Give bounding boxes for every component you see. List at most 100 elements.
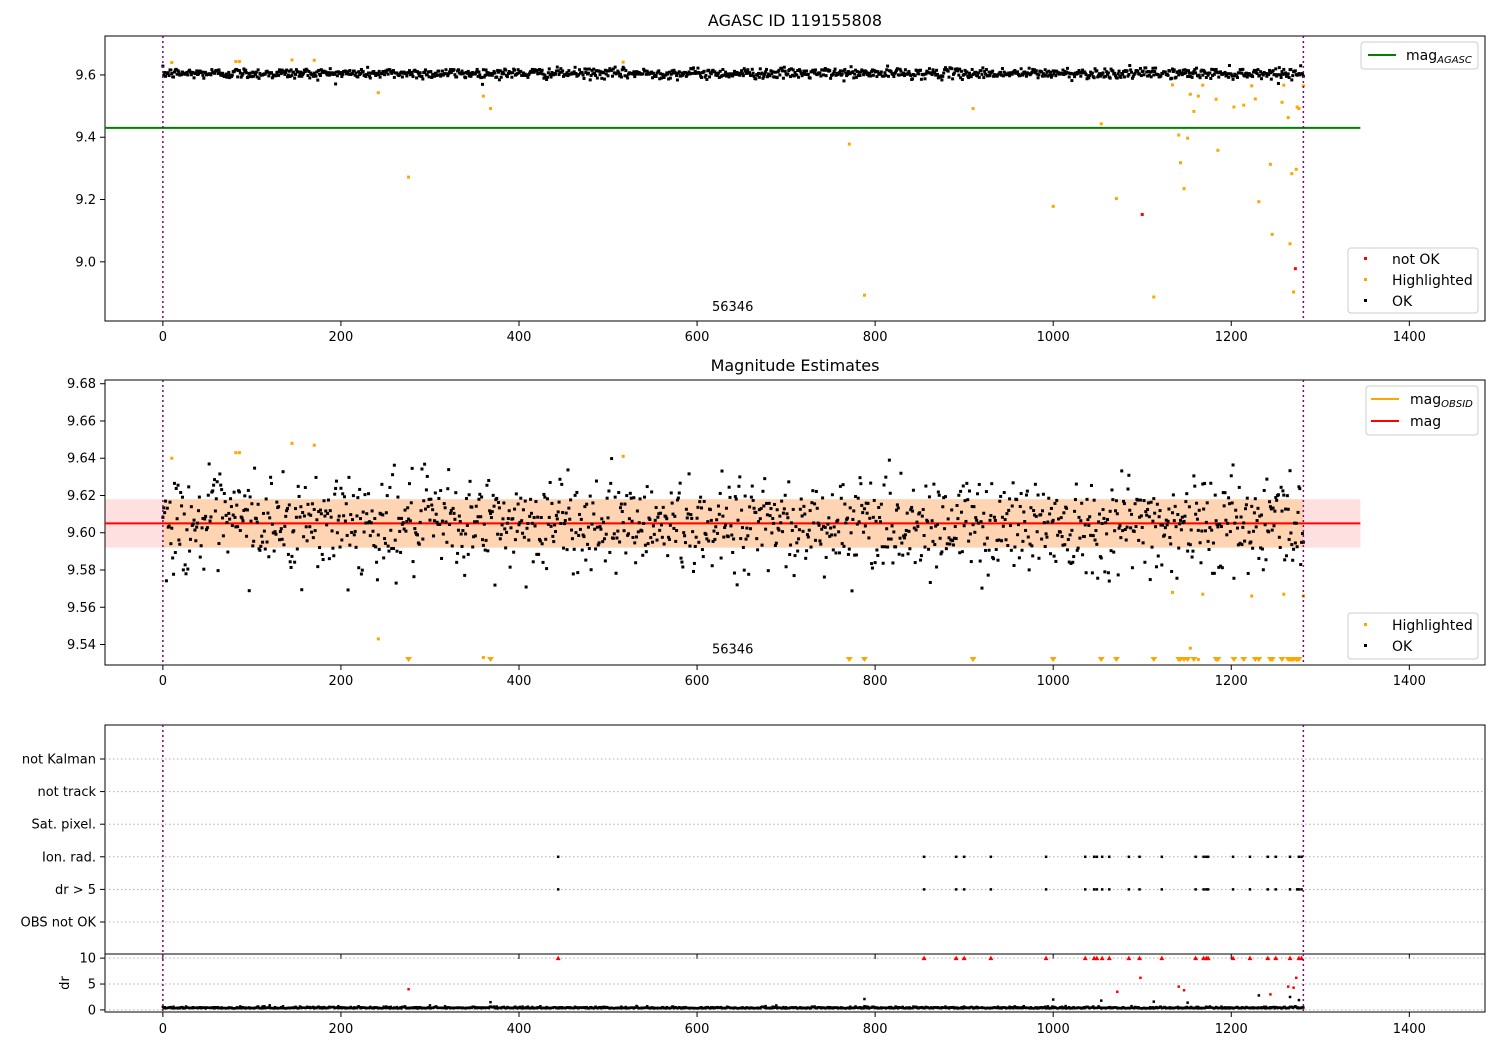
dr-ok-point <box>268 1004 271 1007</box>
ok-point <box>989 514 993 518</box>
ok-point <box>271 531 275 535</box>
ok-point <box>218 71 222 75</box>
ok-point <box>681 73 685 77</box>
ok-point <box>1291 558 1295 562</box>
ok-point <box>303 70 307 74</box>
ok-point <box>172 70 176 74</box>
ok-point <box>1114 74 1118 78</box>
ok-point <box>1052 72 1056 76</box>
ok-point <box>1152 497 1156 501</box>
dr-highlight-point <box>1116 990 1119 994</box>
dr-ok-point <box>671 1005 675 1008</box>
ok-point <box>1287 537 1291 541</box>
dr-ok-point <box>1021 1006 1025 1010</box>
ok-point <box>341 492 345 496</box>
ok-point <box>425 73 429 77</box>
ok-point <box>735 70 739 74</box>
ok-point <box>564 511 568 515</box>
ok-point <box>960 550 964 554</box>
ok-point <box>955 67 959 71</box>
ok-point <box>1015 498 1019 502</box>
x-tick-label: 200 <box>329 1022 354 1037</box>
highlighted-point <box>1188 646 1192 650</box>
ok-point <box>1268 68 1272 72</box>
ok-point <box>442 502 446 506</box>
ok-point <box>526 521 530 525</box>
flag-point <box>1288 888 1292 891</box>
ok-point <box>829 526 833 530</box>
ok-point <box>976 74 980 78</box>
ok-point <box>334 82 338 86</box>
ok-point <box>952 71 956 75</box>
ok-point <box>1035 530 1039 534</box>
ok-point <box>535 552 539 556</box>
ok-point <box>1079 519 1083 523</box>
ok-point <box>454 491 458 495</box>
ok-point <box>312 508 316 512</box>
ok-point <box>1090 71 1094 75</box>
ok-point <box>217 542 221 546</box>
ok-point <box>1201 482 1205 486</box>
ok-point <box>296 484 300 488</box>
ok-point <box>334 486 338 490</box>
ok-point <box>545 567 549 571</box>
ok-point <box>1073 509 1077 513</box>
ok-point <box>622 529 626 533</box>
ok-point <box>261 540 265 544</box>
ok-point <box>850 589 854 593</box>
ok-point <box>1149 75 1153 79</box>
ok-point <box>632 70 636 74</box>
ok-point <box>934 524 938 528</box>
ok-point <box>679 74 683 78</box>
ok-point <box>621 521 625 525</box>
y-tick-label: 9.64 <box>67 452 96 467</box>
ok-point <box>851 70 855 74</box>
ok-point <box>1075 548 1079 552</box>
ok-point <box>1089 483 1093 487</box>
dr-ok-point <box>442 1006 446 1010</box>
ok-point <box>692 66 696 70</box>
legend-box <box>1347 612 1479 660</box>
ok-point <box>250 75 254 79</box>
ok-point <box>923 77 927 81</box>
ok-point <box>1018 73 1022 77</box>
ok-point <box>691 530 695 534</box>
ok-point <box>1227 64 1231 68</box>
ok-point <box>1138 66 1142 70</box>
flag-point <box>1100 855 1104 859</box>
ok-point <box>481 543 485 547</box>
ok-point <box>666 554 670 558</box>
ok-point <box>535 68 539 72</box>
ok-point <box>1059 516 1063 520</box>
ok-point <box>1284 507 1288 511</box>
ok-point <box>363 493 367 497</box>
ok-point <box>311 536 315 540</box>
ok-point <box>1041 509 1045 513</box>
ok-point <box>728 495 732 499</box>
ok-point <box>819 542 823 546</box>
ok-point <box>1037 556 1041 560</box>
ok-point <box>652 532 656 536</box>
highlighted-point <box>1250 84 1254 88</box>
flag-point <box>1044 855 1048 859</box>
ok-point <box>959 510 963 514</box>
dr-ok-point <box>1129 1006 1132 1010</box>
ok-point <box>1240 71 1244 75</box>
ok-point <box>797 528 801 532</box>
ok-point <box>1203 71 1207 75</box>
ok-point <box>580 71 584 75</box>
ok-point <box>447 468 451 472</box>
highlighted-point <box>1232 105 1236 109</box>
ok-point <box>779 521 783 525</box>
ok-point <box>1087 523 1091 527</box>
flag-row-label: dr > 5 <box>55 883 96 898</box>
ok-point <box>432 72 436 76</box>
panel-magnitude-estimates: Magnitude Estimates 0 200 400 600 800 1000 120… <box>67 356 1486 689</box>
ok-point <box>1210 67 1214 71</box>
ok-point <box>970 67 974 71</box>
flag-point <box>1300 888 1303 891</box>
ok-point <box>260 534 264 538</box>
dr-ok-point <box>317 1005 320 1008</box>
ok-point <box>968 489 972 493</box>
ok-point <box>815 506 819 510</box>
